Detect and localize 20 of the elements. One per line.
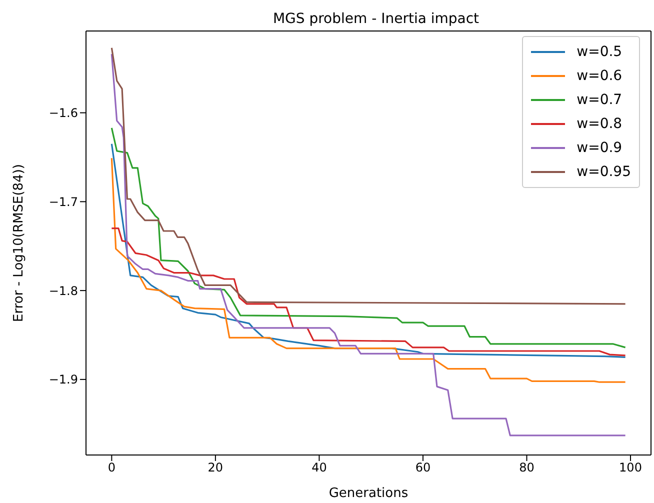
y-tick-label: −1.9 (48, 372, 78, 387)
legend-label: w=0.6 (576, 67, 622, 86)
legend-label: w=0.95 (576, 163, 631, 182)
line-series (110, 228, 626, 356)
x-tick-label: 0 (108, 460, 116, 475)
x-tick-label: 20 (208, 460, 224, 475)
x-axis-title: Generations (328, 486, 408, 501)
y-tick-label: −1.8 (48, 284, 78, 298)
legend-label: w=0.5 (576, 43, 622, 62)
x-tick-label: 100 (619, 460, 642, 475)
legend-label: w=0.8 (576, 115, 622, 134)
x-tick-label: 60 (415, 460, 431, 475)
legend-label: w=0.7 (576, 91, 622, 110)
x-tick-label: 80 (519, 460, 534, 475)
chart-title: MGS problem - Inertia impact (272, 11, 480, 27)
y-tick-label: −1.6 (48, 106, 78, 120)
y-axis-title: Error - Log10(RMSE(84)) (12, 164, 27, 322)
x-tick-label: 40 (312, 460, 327, 475)
y-tick-label: −1.7 (48, 194, 78, 209)
legend-label: w=0.9 (576, 139, 622, 158)
